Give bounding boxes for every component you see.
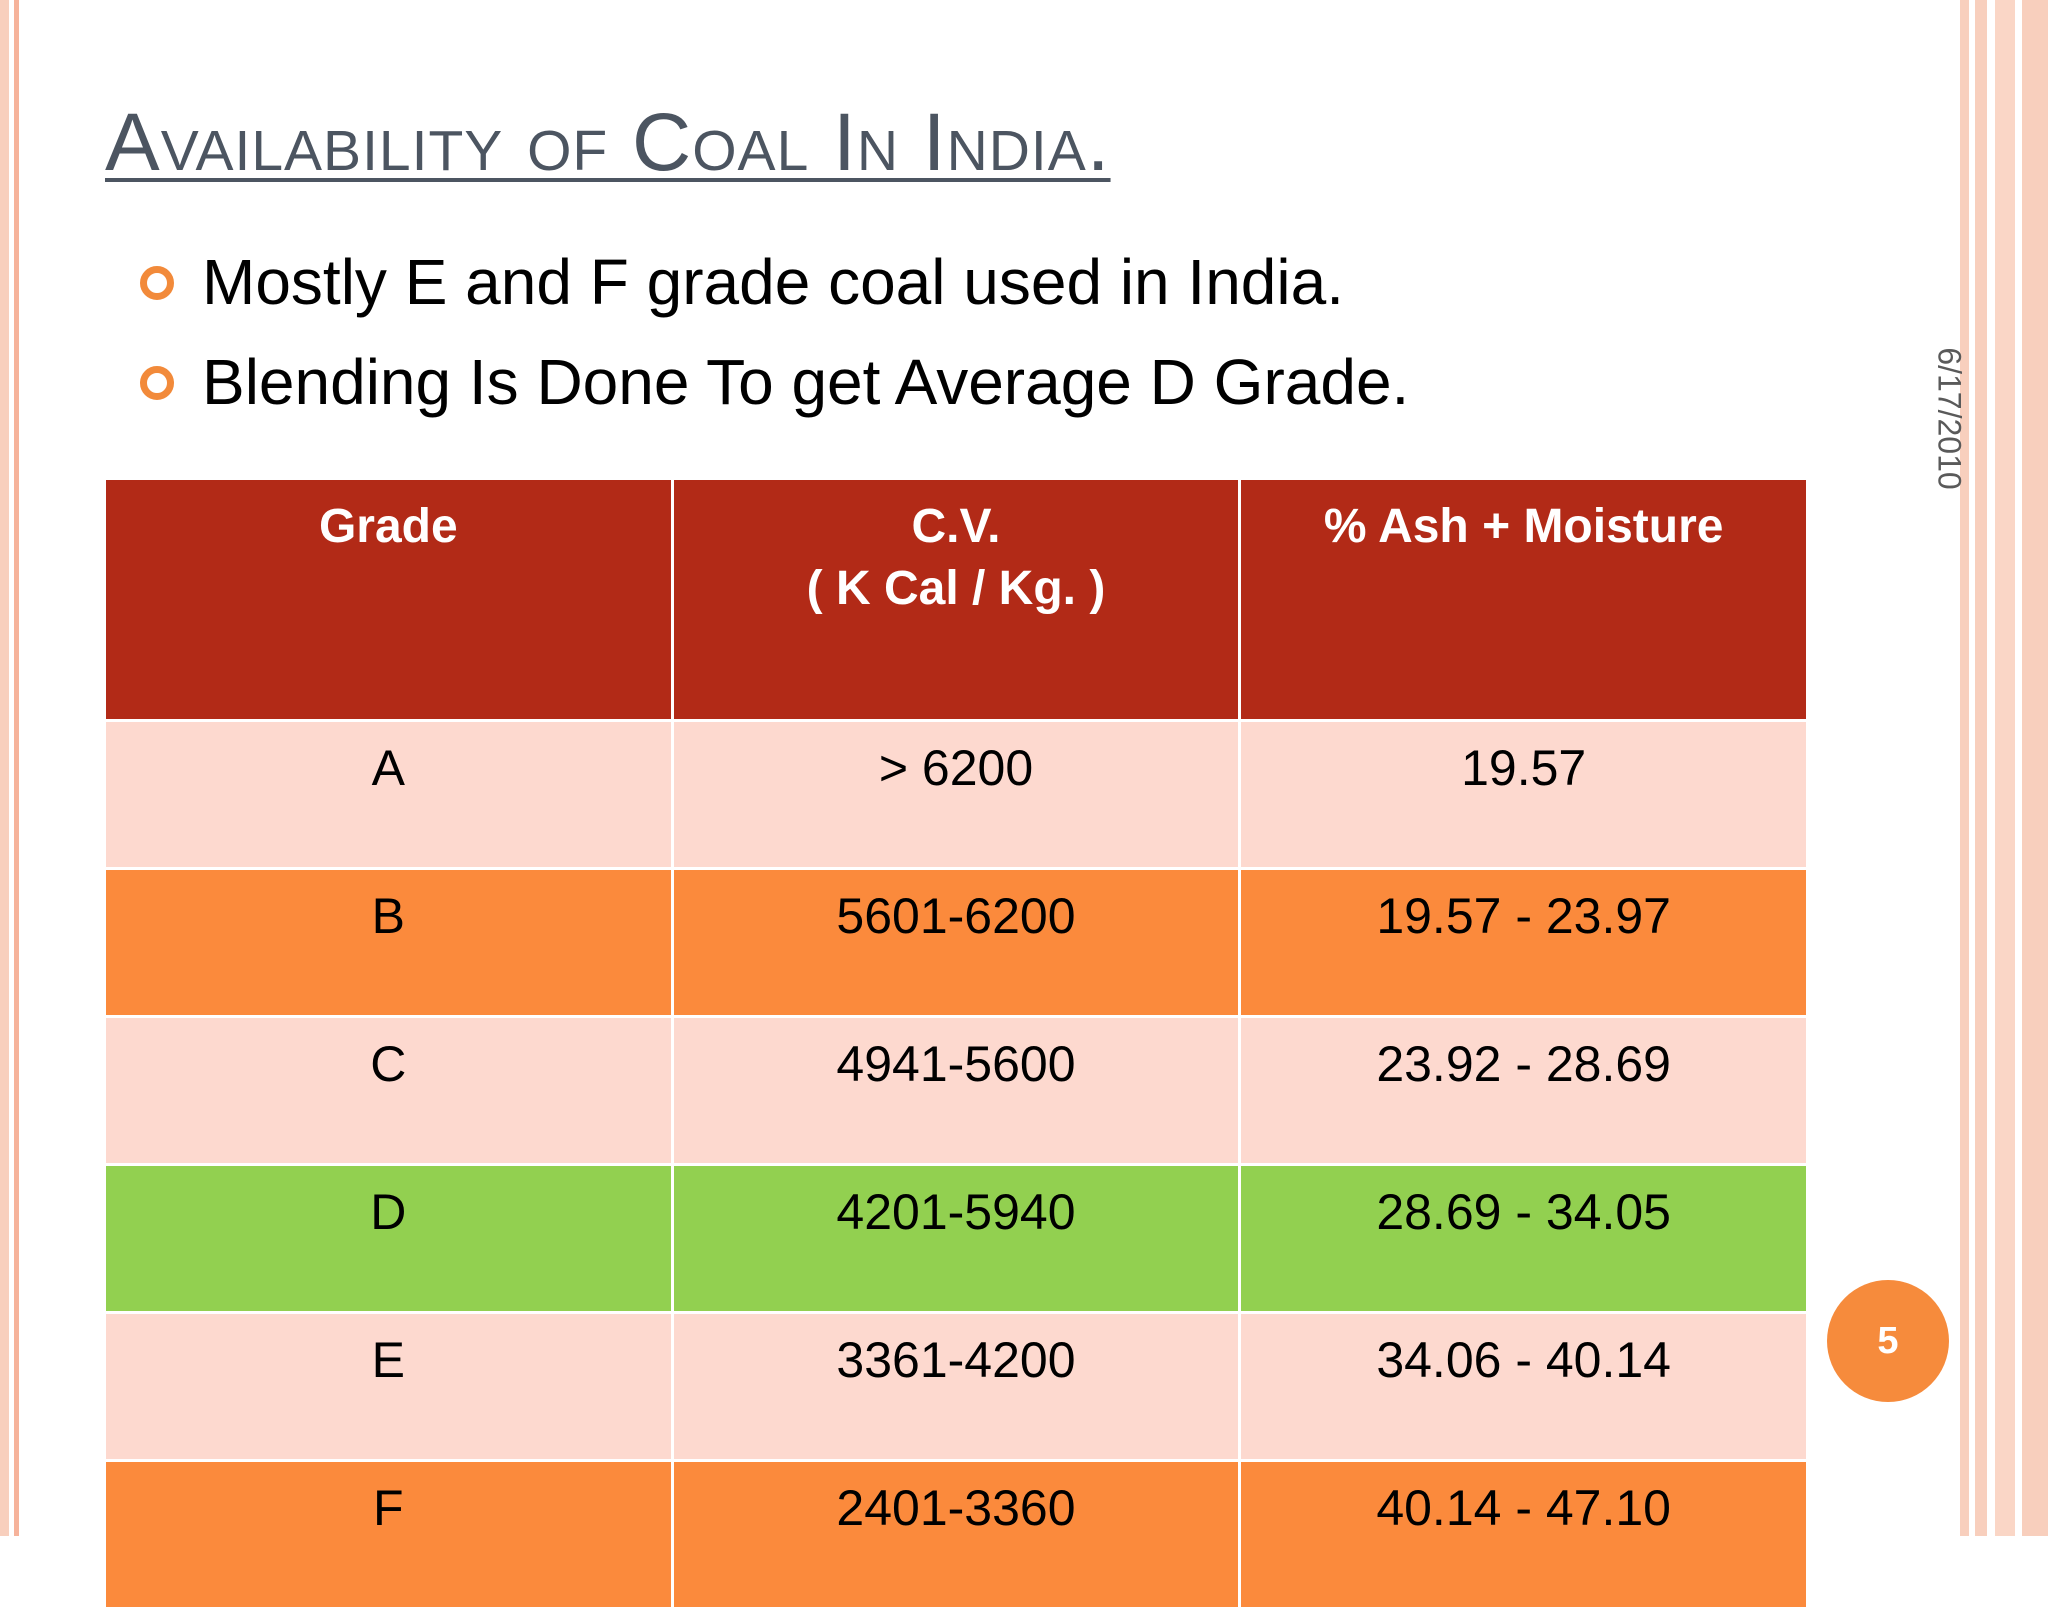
table-row: B 5601-6200 19.57 - 23.97 [103, 867, 1809, 1018]
bullet-text: Mostly E and F grade coal used in India. [202, 246, 1344, 318]
table-row: F 2401-3360 40.14 - 47.10 [103, 1459, 1809, 1610]
header-cv: C.V. ( K Cal / Kg. ) [670, 477, 1242, 722]
cell-cv: 4941-5600 [670, 1015, 1242, 1166]
cell-grade: A [103, 719, 674, 870]
cell-ash: 19.57 [1238, 719, 1809, 870]
page-number-badge: 5 [1827, 1280, 1949, 1402]
slide-title: Availability of Coal In India. [105, 97, 1111, 188]
cell-grade: C [103, 1015, 674, 1166]
bullet-list: Mostly E and F grade coal used in India.… [140, 232, 1409, 432]
cell-ash: 40.14 - 47.10 [1238, 1459, 1809, 1610]
table-row: E 3361-4200 34.06 - 40.14 [103, 1311, 1809, 1462]
cell-grade: D [103, 1163, 674, 1314]
cell-grade: E [103, 1311, 674, 1462]
table-row: C 4941-5600 23.92 - 28.69 [103, 1015, 1809, 1166]
cell-ash: 23.92 - 28.69 [1238, 1015, 1809, 1166]
cell-ash: 19.57 - 23.97 [1238, 867, 1809, 1018]
table-header-row: Grade C.V. ( K Cal / Kg. ) % Ash + Moist… [103, 477, 1809, 722]
bullet-item: Blending Is Done To get Average D Grade. [140, 332, 1409, 432]
header-ash-moisture: % Ash + Moisture [1238, 477, 1809, 722]
cell-cv: 3361-4200 [670, 1311, 1242, 1462]
cell-cv: 2401-3360 [670, 1459, 1242, 1610]
slide-date: 6/17/2010 [1931, 347, 1968, 490]
header-cv-line2: ( K Cal / Kg. ) [806, 562, 1106, 615]
slide-border-right-3 [1995, 0, 2015, 1536]
header-grade: Grade [103, 477, 674, 722]
slide-border-right-2 [1975, 0, 1987, 1536]
table-row: A > 6200 19.57 [103, 719, 1809, 870]
coal-grade-table: Grade C.V. ( K Cal / Kg. ) % Ash + Moist… [103, 477, 1809, 1610]
circle-bullet-icon [140, 366, 174, 400]
page-number: 5 [1877, 1319, 1899, 1362]
circle-bullet-icon [140, 266, 174, 300]
bullet-item: Mostly E and F grade coal used in India. [140, 232, 1409, 332]
cell-ash: 28.69 - 34.05 [1238, 1163, 1809, 1314]
cell-cv: > 6200 [670, 719, 1242, 870]
slide-border-left-outer [0, 0, 9, 1536]
cell-grade: B [103, 867, 674, 1018]
bullet-text: Blending Is Done To get Average D Grade. [202, 346, 1410, 418]
cell-ash: 34.06 - 40.14 [1238, 1311, 1809, 1462]
cell-grade: F [103, 1459, 674, 1610]
cell-cv: 4201-5940 [670, 1163, 1242, 1314]
slide-border-left-inner [14, 0, 19, 1536]
header-cv-line1: C.V. [911, 500, 1001, 553]
table-row: D 4201-5940 28.69 - 34.05 [103, 1163, 1809, 1314]
slide-border-right-1 [1960, 0, 1969, 1536]
slide-border-right-4 [2022, 0, 2048, 1536]
cell-cv: 5601-6200 [670, 867, 1242, 1018]
